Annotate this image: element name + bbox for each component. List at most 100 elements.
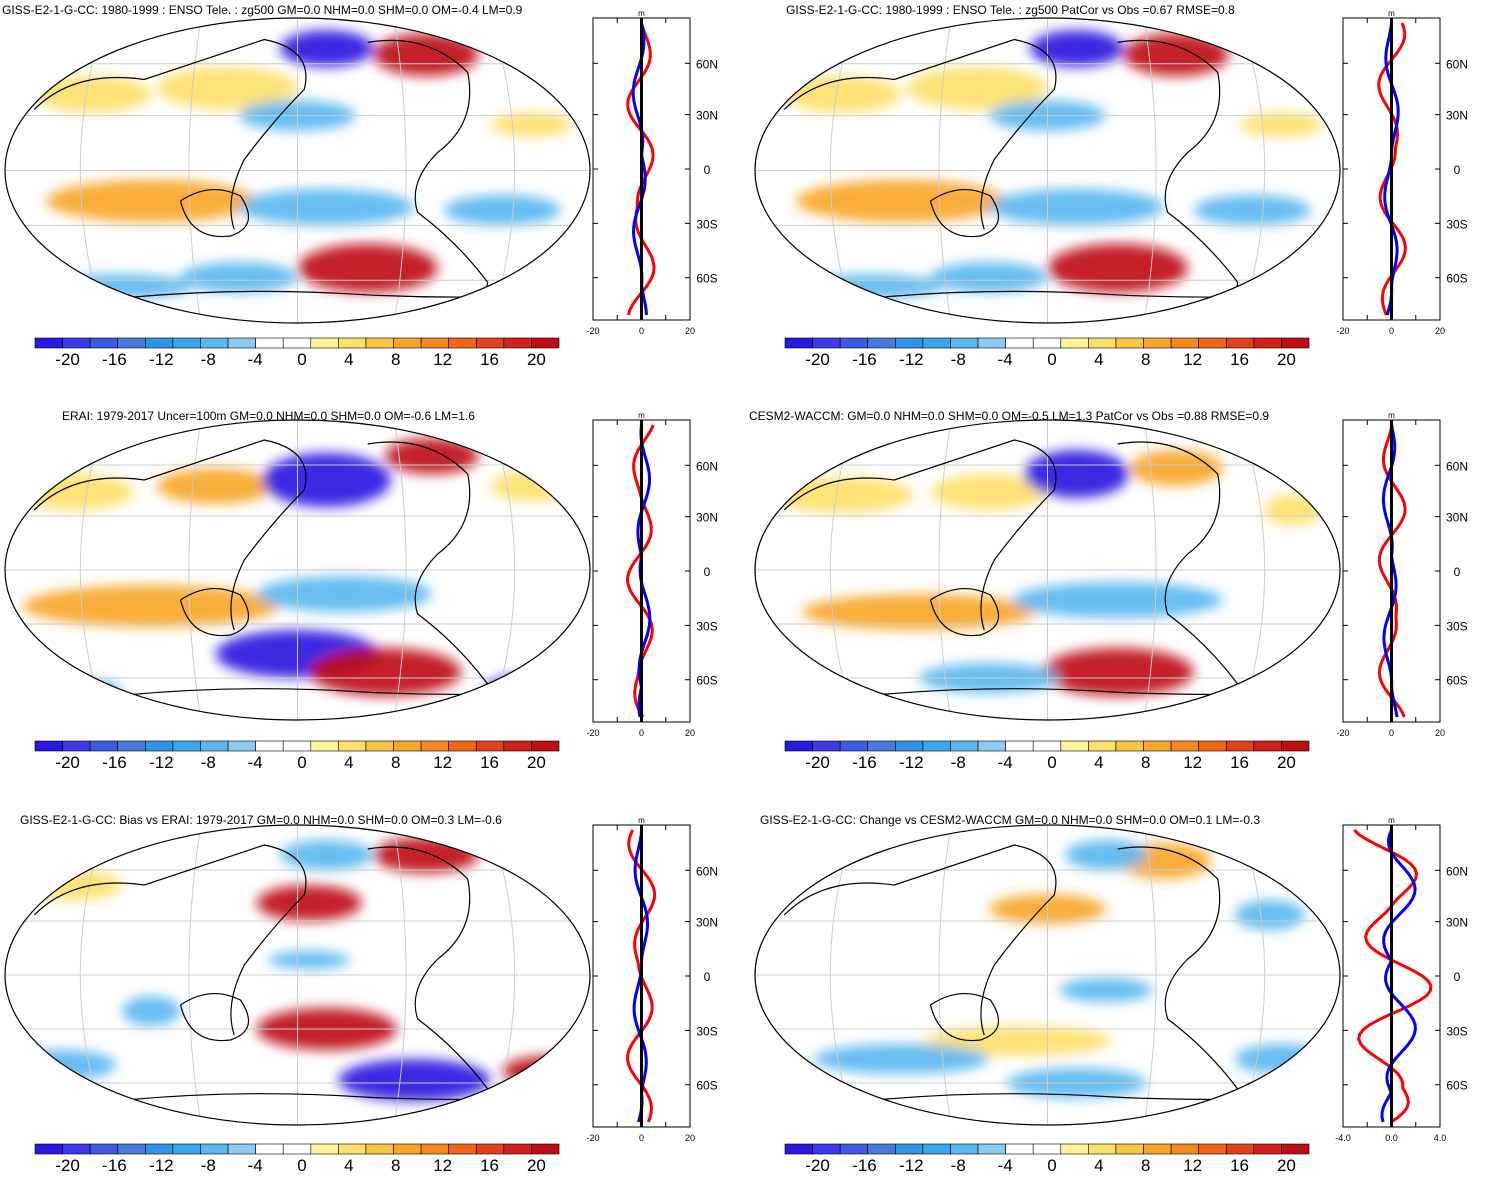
colorbar-swatch bbox=[475, 740, 505, 752]
colorbar-label: 16 bbox=[480, 350, 499, 369]
colorbar-swatch bbox=[977, 1143, 1006, 1155]
coastline bbox=[783, 38, 1057, 230]
anomaly-blob bbox=[1129, 450, 1223, 486]
anomaly-blob bbox=[268, 951, 351, 969]
zonal-tick-label: 20 bbox=[685, 728, 695, 738]
colorbar-swatch bbox=[34, 337, 63, 349]
colorbar-label: 0 bbox=[297, 350, 306, 369]
anomaly-blob bbox=[297, 243, 438, 293]
zonal-tick-label: 0 bbox=[1389, 326, 1394, 336]
colorbar-swatch bbox=[1115, 740, 1144, 752]
colorbar-label: 0 bbox=[1047, 1156, 1056, 1175]
anomaly-field bbox=[813, 840, 1329, 1098]
anomaly-blob bbox=[1234, 1044, 1329, 1074]
zonal-unit-label: m bbox=[638, 9, 645, 18]
coastline bbox=[929, 188, 1000, 238]
colorbar-swatch bbox=[784, 1143, 813, 1155]
colorbar-swatch bbox=[812, 1143, 841, 1155]
zonal-tick-label: 20 bbox=[685, 326, 695, 336]
colorbar-label: 4 bbox=[1094, 753, 1103, 772]
colorbar-label: -16 bbox=[852, 1156, 877, 1175]
anomaly-blob bbox=[5, 678, 122, 702]
coastline bbox=[929, 992, 1000, 1042]
colorbar-swatch bbox=[784, 740, 813, 752]
colorbar-label: -12 bbox=[149, 350, 174, 369]
colorbar-label: 4 bbox=[344, 1156, 353, 1175]
colorbar-swatch bbox=[867, 740, 896, 752]
longitude-line bbox=[188, 18, 202, 323]
zonal-tick-label: 0 bbox=[1389, 728, 1394, 738]
zonal-tick-label: 0.0 bbox=[1385, 1133, 1398, 1143]
colorbar-swatch bbox=[365, 337, 394, 349]
colorbar-swatch bbox=[255, 1143, 284, 1155]
colorbar-swatch bbox=[420, 740, 449, 752]
coastline bbox=[783, 439, 1057, 631]
anomaly-blob bbox=[813, 1044, 989, 1074]
colorbar-label: -16 bbox=[852, 350, 877, 369]
colorbar-swatch bbox=[200, 740, 229, 752]
zonal-mean-plot: m 60N 30N 0 30S 60S -20 0 20 bbox=[586, 816, 718, 1143]
colorbar-swatch bbox=[1032, 337, 1062, 349]
colorbar-swatch bbox=[282, 1143, 312, 1155]
longitude-line bbox=[393, 420, 407, 720]
anomaly-blob bbox=[989, 188, 1165, 226]
colorbar-swatch bbox=[117, 1143, 146, 1155]
colorbar-swatch bbox=[338, 1143, 367, 1155]
colorbar-swatch bbox=[1170, 337, 1199, 349]
colorbar-label: 12 bbox=[1183, 753, 1202, 772]
anomaly-blob bbox=[801, 594, 1036, 630]
zonal-tick-label: 4.0 bbox=[1434, 1133, 1447, 1143]
colorbar-swatch bbox=[282, 740, 312, 752]
colorbar-swatch bbox=[1198, 1143, 1227, 1155]
anomaly-blob bbox=[930, 262, 1048, 293]
colorbar-swatch bbox=[475, 1143, 505, 1155]
map bbox=[5, 825, 590, 1125]
reference-profile-line bbox=[1380, 829, 1417, 1123]
colorbar-swatch bbox=[1143, 337, 1172, 349]
colorbar-swatch bbox=[145, 1143, 174, 1155]
colorbar-label: 20 bbox=[1277, 1156, 1296, 1175]
colorbar-swatch bbox=[977, 337, 1006, 349]
colorbar-label: -16 bbox=[102, 350, 127, 369]
colorbar-swatch bbox=[172, 1143, 201, 1155]
colorbar-label: 8 bbox=[391, 753, 400, 772]
map-outline bbox=[754, 17, 1341, 324]
colorbar-swatch bbox=[475, 337, 505, 349]
lat-label: 30N bbox=[696, 109, 718, 123]
anomaly-blob bbox=[262, 453, 392, 507]
colorbar-label: -4 bbox=[998, 1156, 1013, 1175]
colorbar-label: -20 bbox=[805, 350, 830, 369]
panel-title: GISS-E2-1-G-CC: 1980-1999 : ENSO Tele. :… bbox=[2, 3, 523, 17]
colorbar-swatch bbox=[393, 1143, 422, 1155]
anomaly-blob bbox=[1263, 495, 1323, 525]
colorbar-swatch bbox=[227, 337, 256, 349]
model-profile-line bbox=[1377, 424, 1407, 718]
colorbar-swatch bbox=[34, 740, 63, 752]
anomaly-blob bbox=[239, 188, 415, 226]
colorbar-label: -20 bbox=[805, 753, 830, 772]
colorbar-label: 8 bbox=[1141, 1156, 1150, 1175]
zonal-unit-label: m bbox=[638, 816, 645, 825]
lat-label: 0 bbox=[704, 163, 711, 177]
colorbar-swatch bbox=[839, 740, 869, 752]
colorbar-label: 20 bbox=[1277, 350, 1296, 369]
colorbar-swatch bbox=[310, 740, 339, 752]
lat-label: 60S bbox=[1446, 674, 1467, 688]
colorbar-swatch bbox=[448, 337, 477, 349]
anomaly-blob bbox=[1041, 648, 1194, 696]
anomaly-blob bbox=[1065, 840, 1147, 870]
colorbar: -20 -16 -12 -8 -4 0 4 8 12 16 20 bbox=[34, 1143, 560, 1175]
lat-label: 30N bbox=[696, 916, 718, 930]
colorbar-label: 12 bbox=[433, 753, 452, 772]
colorbar-swatch bbox=[1225, 740, 1255, 752]
anomaly-blob bbox=[1123, 33, 1229, 76]
lat-label: 60S bbox=[1446, 272, 1467, 286]
colorbar-swatch bbox=[172, 337, 201, 349]
anomaly-blob bbox=[1193, 194, 1311, 226]
lat-label: 0 bbox=[1454, 970, 1461, 984]
colorbar-label: 16 bbox=[1230, 1156, 1249, 1175]
zonal-tick-label: 0 bbox=[639, 728, 644, 738]
colorbar-swatch bbox=[784, 337, 813, 349]
anomaly-blob bbox=[157, 66, 298, 110]
